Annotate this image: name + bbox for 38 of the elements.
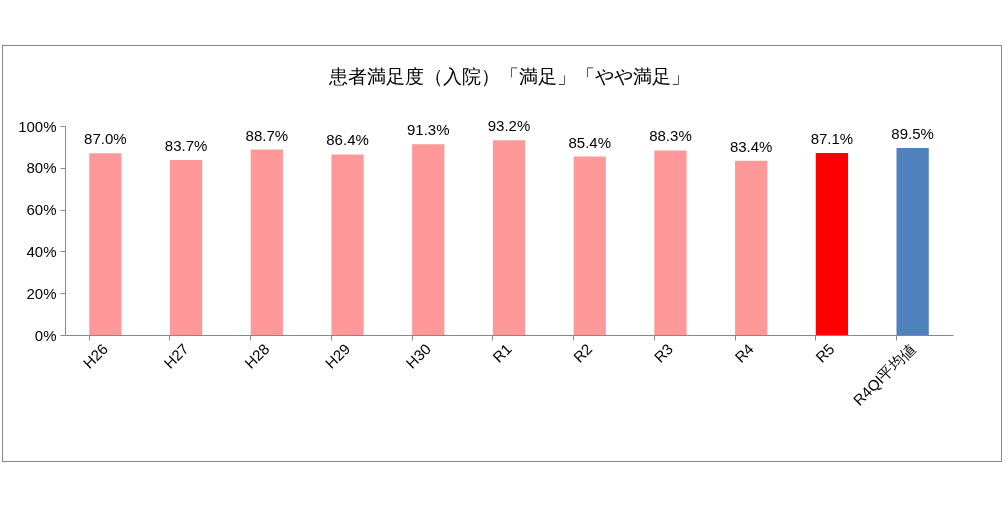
data-label: 88.3%	[649, 127, 692, 145]
x-tick-label: R5	[811, 340, 838, 366]
data-label: 91.3%	[407, 121, 450, 139]
data-label: 93.2%	[487, 117, 531, 135]
bar	[250, 149, 283, 335]
data-label: 87.0%	[84, 130, 127, 148]
data-label: 83.7%	[164, 137, 208, 155]
x-tick-label: H30	[402, 340, 434, 372]
x-tick-label: R3	[650, 340, 677, 366]
bar	[815, 152, 849, 335]
data-label: 86.4%	[326, 131, 369, 149]
bar	[654, 150, 687, 335]
bar	[896, 147, 929, 335]
x-tick-label: H26	[79, 340, 112, 372]
y-tick-label: 60%	[26, 201, 57, 219]
y-tick-label: 40%	[26, 242, 57, 260]
bar	[412, 144, 445, 335]
bar	[735, 160, 768, 335]
y-tick-label: 0%	[34, 326, 57, 344]
data-label: 83.4%	[729, 137, 773, 155]
x-tick-label: R4	[731, 340, 757, 366]
bar	[573, 156, 606, 335]
data-label: 87.1%	[810, 129, 854, 147]
bar	[331, 154, 364, 335]
chart-title: 患者満足度（入院）「満足」「やや満足」	[327, 66, 690, 87]
x-tick-label: R1	[489, 340, 515, 366]
x-tick-label: H28	[240, 340, 273, 372]
y-tick-label: 80%	[26, 159, 57, 177]
y-tick-label: 20%	[26, 284, 57, 302]
data-label: 89.5%	[891, 124, 934, 142]
y-tick-label: 100%	[18, 117, 57, 135]
data-label: 85.4%	[568, 133, 611, 151]
bar	[492, 140, 526, 335]
x-tick-label: H29	[321, 340, 354, 372]
x-tick-label: R2	[569, 340, 596, 366]
bar	[169, 160, 203, 335]
bar	[89, 153, 122, 335]
data-label: 88.7%	[245, 126, 289, 144]
